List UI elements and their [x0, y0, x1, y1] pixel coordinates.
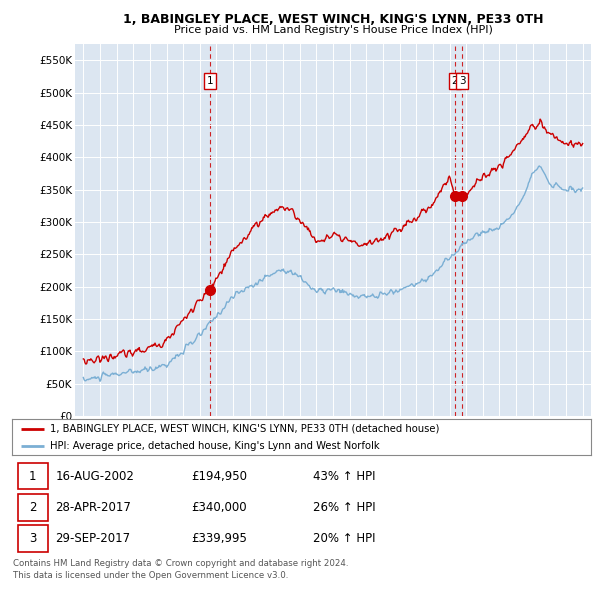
Text: 1: 1 [29, 470, 37, 483]
Text: HPI: Average price, detached house, King's Lynn and West Norfolk: HPI: Average price, detached house, King… [50, 441, 379, 451]
Text: 1, BABINGLEY PLACE, WEST WINCH, KING'S LYNN, PE33 0TH (detached house): 1, BABINGLEY PLACE, WEST WINCH, KING'S L… [50, 424, 439, 434]
Text: 1, BABINGLEY PLACE, WEST WINCH, KING'S LYNN, PE33 0TH: 1, BABINGLEY PLACE, WEST WINCH, KING'S L… [123, 13, 543, 26]
Bar [18, 525, 48, 552]
Text: 43% ↑ HPI: 43% ↑ HPI [313, 470, 376, 483]
Text: £340,000: £340,000 [191, 501, 247, 514]
Text: 2: 2 [29, 501, 37, 514]
Text: £194,950: £194,950 [191, 470, 247, 483]
Text: 20% ↑ HPI: 20% ↑ HPI [313, 532, 376, 545]
Text: This data is licensed under the Open Government Licence v3.0.: This data is licensed under the Open Gov… [13, 571, 289, 579]
Bar [18, 463, 48, 490]
Text: Price paid vs. HM Land Registry's House Price Index (HPI): Price paid vs. HM Land Registry's House … [173, 25, 493, 35]
Text: 26% ↑ HPI: 26% ↑ HPI [313, 501, 376, 514]
Text: 3: 3 [458, 76, 466, 86]
Text: 3: 3 [29, 532, 37, 545]
Text: 2: 2 [452, 76, 458, 86]
Text: Contains HM Land Registry data © Crown copyright and database right 2024.: Contains HM Land Registry data © Crown c… [13, 559, 349, 568]
Text: 29-SEP-2017: 29-SEP-2017 [55, 532, 131, 545]
Text: 16-AUG-2002: 16-AUG-2002 [55, 470, 134, 483]
Text: 1: 1 [207, 76, 214, 86]
Bar [18, 494, 48, 520]
Text: 28-APR-2017: 28-APR-2017 [55, 501, 131, 514]
Text: £339,995: £339,995 [191, 532, 247, 545]
